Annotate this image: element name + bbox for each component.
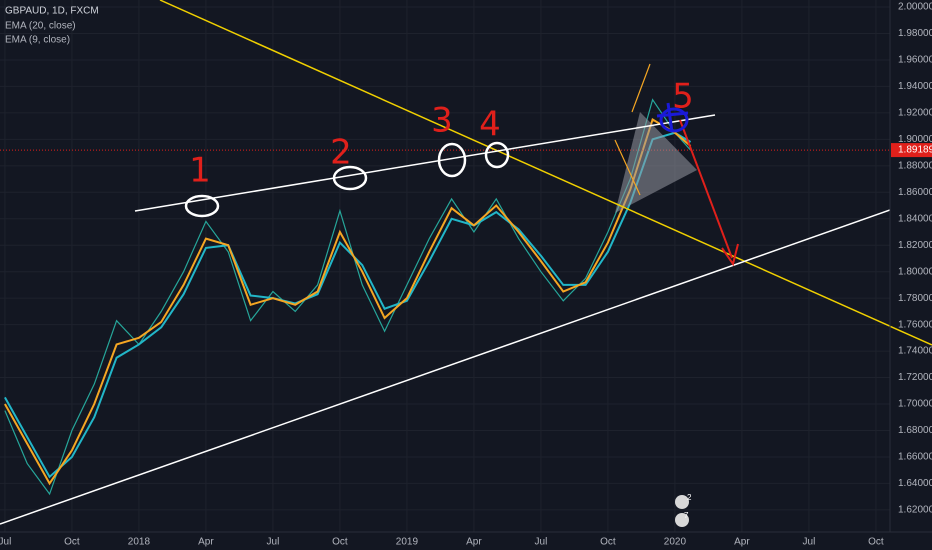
x-tick-label: Apr	[734, 537, 750, 548]
y-tick-label: 2.00000	[898, 2, 932, 13]
y-tick-label: 1.66000	[898, 452, 932, 463]
orange-line	[614, 139, 641, 196]
legend: GBPAUD, 1D, FXCM EMA (20, close) EMA (9,…	[5, 6, 99, 46]
y-tick-label: 1.64000	[898, 478, 932, 489]
orange-line	[631, 63, 651, 113]
x-tick-label: Jul	[0, 537, 11, 548]
circle	[332, 165, 368, 191]
y-tick-label: 1.78000	[898, 293, 932, 304]
y-tick-label: 1.62000	[898, 505, 932, 516]
x-tick-label: Apr	[198, 537, 214, 548]
event-count: 7	[684, 511, 689, 520]
annotation: 4	[479, 105, 501, 145]
y-tick-label: 1.96000	[898, 55, 932, 66]
x-tick-label: Apr	[466, 537, 482, 548]
x-tick-label: Oct	[64, 537, 80, 548]
series-line	[4, 117, 692, 486]
lower-trendline	[0, 209, 891, 525]
triangle-pattern	[615, 112, 697, 213]
upper-trendline	[134, 114, 716, 212]
legend-entry: EMA (9, close)	[5, 35, 70, 46]
last-price-label: 1.89189	[898, 145, 932, 156]
last-price-box	[891, 143, 932, 158]
x-tick-label: 2019	[396, 537, 419, 548]
x-tick-label: Oct	[332, 537, 348, 548]
x-tick-label: Jul	[267, 537, 280, 548]
legend-title: GBPAUD, 1D, FXCM	[5, 6, 99, 17]
plus	[656, 111, 689, 118]
yellow-trendline	[159, 0, 932, 346]
x-tick-label: 2020	[664, 537, 687, 548]
y-tick-label: 1.80000	[898, 266, 932, 277]
series-line	[4, 98, 692, 496]
x-tick-label: Oct	[600, 537, 616, 548]
y-tick-label: 1.84000	[898, 213, 932, 224]
y-tick-label: 1.98000	[898, 28, 932, 39]
circle	[437, 142, 467, 178]
circle	[484, 141, 510, 169]
annotation: 3	[431, 101, 453, 141]
x-tick-label: Jul	[535, 537, 548, 548]
y-tick-label: 1.70000	[898, 399, 932, 410]
y-tick-label: 1.86000	[898, 187, 932, 198]
arrow-head	[721, 243, 739, 267]
annotation: 2	[330, 133, 352, 173]
y-tick-label: 1.76000	[898, 319, 932, 330]
y-tick-label: 1.88000	[898, 160, 932, 171]
plus	[666, 102, 674, 133]
y-tick-label: 1.94000	[898, 81, 932, 92]
legend-entry: EMA (20, close)	[5, 21, 76, 32]
event-marker[interactable]	[675, 513, 689, 527]
y-tick-label: 1.82000	[898, 240, 932, 251]
y-tick-label: 1.74000	[898, 346, 932, 357]
x-tick-label: Oct	[868, 537, 884, 548]
circle	[659, 107, 689, 133]
annotation: 1	[189, 151, 211, 191]
drawings: 1 2 3 4 5 2 7	[0, 0, 932, 527]
circle	[184, 194, 220, 218]
event-marker[interactable]	[675, 495, 689, 509]
y-tick-label: 1.72000	[898, 372, 932, 383]
x-tick-label: 2018	[128, 537, 151, 548]
y-tick-label: 1.92000	[898, 108, 932, 119]
y-tick-label: 1.68000	[898, 425, 932, 436]
annotation: 5	[672, 77, 694, 117]
red-arrow	[679, 119, 733, 259]
y-tick-label: 1.90000	[898, 134, 932, 145]
plot-area	[0, 0, 890, 532]
event-count: 2	[687, 493, 692, 502]
x-tick-label: Jul	[803, 537, 816, 548]
